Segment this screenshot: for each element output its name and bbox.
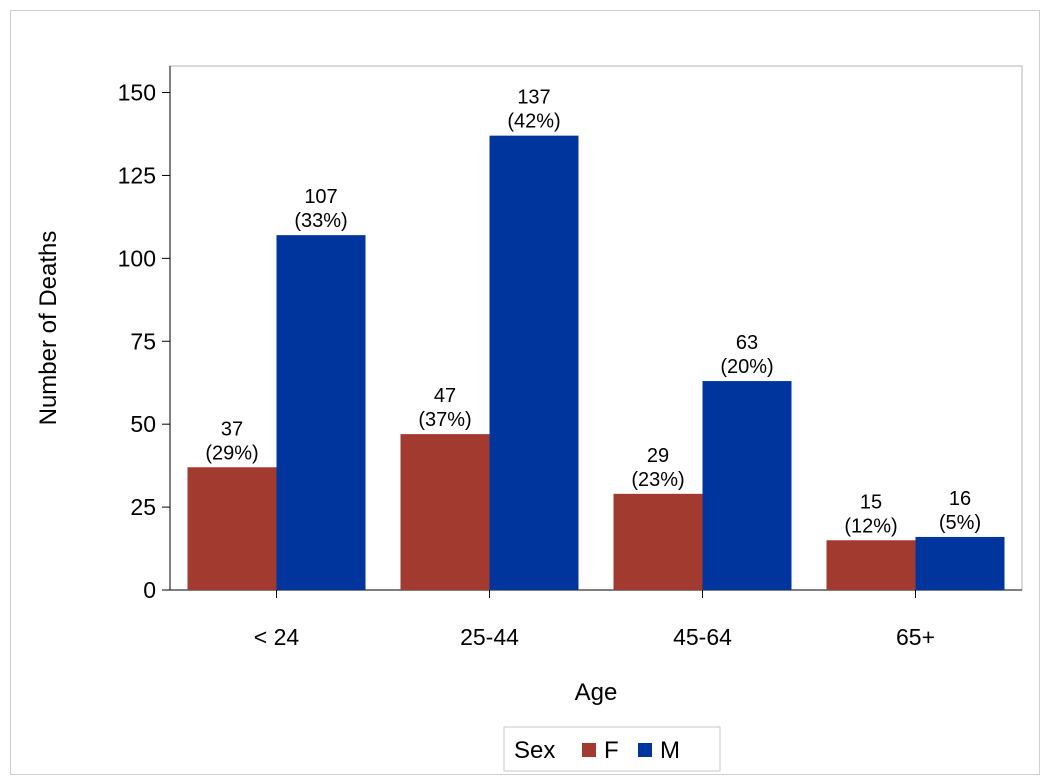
legend: Sex F M	[503, 726, 721, 772]
bar-M-2	[702, 381, 792, 590]
bar-M-0	[276, 235, 366, 591]
legend-swatch-M	[638, 743, 652, 757]
y-tick-label: 75	[130, 328, 156, 354]
data-label-percent: (37%)	[418, 409, 471, 431]
data-label-value: 107	[304, 186, 337, 208]
x-tick-label: 65+	[896, 624, 935, 650]
legend-box	[503, 726, 721, 772]
x-axis-title: Age	[575, 679, 618, 706]
data-label-percent: (23%)	[631, 469, 684, 491]
legend-title: Sex	[514, 737, 555, 764]
y-axis: 0 25 50 75 100 125 150	[118, 66, 171, 603]
data-labels: 37(29%)107(33%)47(37%)137(42%)29(23%)63(…	[205, 87, 981, 538]
legend-swatch-F	[582, 743, 596, 757]
data-label-value: 137	[517, 87, 550, 109]
y-tick-label: 125	[118, 162, 156, 188]
legend-label-F: F	[604, 737, 619, 764]
x-tick-label: < 24	[254, 624, 300, 650]
data-label-percent: (20%)	[720, 356, 773, 378]
y-tick-label: 150	[118, 80, 156, 106]
x-tick-label: 45-64	[673, 624, 732, 650]
bars	[187, 135, 1005, 591]
data-label-value: 16	[949, 488, 971, 510]
data-label-percent: (5%)	[939, 512, 981, 534]
y-tick-label: 50	[130, 411, 156, 437]
y-tick-label: 100	[118, 245, 156, 271]
data-label-percent: (33%)	[294, 210, 347, 232]
y-tick-label: 25	[130, 494, 156, 520]
bar-F-2	[613, 493, 703, 590]
legend-label-M: M	[660, 737, 680, 764]
data-label-percent: (42%)	[507, 111, 560, 133]
x-tick-label: 25-44	[460, 624, 519, 650]
data-label-value: 47	[434, 385, 456, 407]
bar-M-3	[915, 536, 1005, 590]
bar-F-1	[400, 434, 490, 590]
bar-M-1	[489, 135, 579, 590]
x-axis: < 24 25-44 45-64 65+	[170, 589, 1022, 650]
data-label-value: 37	[221, 418, 243, 440]
data-label-percent: (12%)	[844, 515, 897, 537]
y-axis-title: Number of Deaths	[35, 231, 62, 426]
bar-F-3	[826, 540, 916, 590]
data-label-value: 63	[736, 332, 758, 354]
data-label-percent: (29%)	[205, 442, 258, 464]
data-label-value: 29	[647, 445, 669, 467]
bar-F-0	[187, 467, 277, 590]
y-tick-label: 0	[143, 577, 156, 603]
data-label-value: 15	[860, 491, 882, 513]
